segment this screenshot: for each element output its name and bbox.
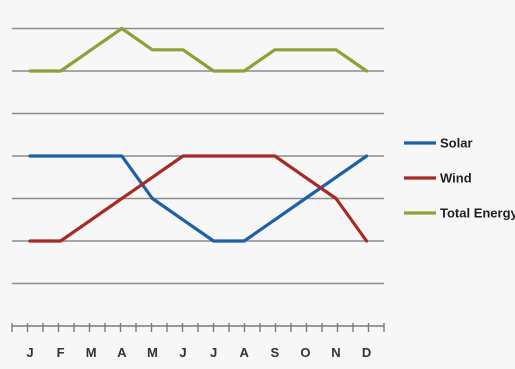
series-lines <box>28 26 369 243</box>
x-tick-label: M <box>86 345 97 360</box>
series-line-total-energy <box>28 26 369 73</box>
legend-label-total-energy: Total Energy <box>440 206 515 221</box>
x-tick-label: S <box>270 345 279 360</box>
x-tick-label: J <box>26 345 33 360</box>
x-tick-label: J <box>210 345 217 360</box>
x-tick-label: D <box>362 345 371 360</box>
x-tick-label: N <box>331 345 340 360</box>
series-line-solar <box>28 154 369 243</box>
legend: Solar Wind Total Energy <box>404 136 515 221</box>
x-tick-label: F <box>57 345 65 360</box>
x-axis <box>11 323 385 332</box>
x-tick-label: M <box>147 345 158 360</box>
x-tick-label: J <box>179 345 186 360</box>
x-tick-label: A <box>117 345 127 360</box>
x-tick-label: A <box>240 345 250 360</box>
legend-label-solar: Solar <box>440 136 473 151</box>
legend-label-wind: Wind <box>440 171 472 186</box>
x-tick-label: O <box>300 345 310 360</box>
series-line-wind <box>28 154 369 243</box>
